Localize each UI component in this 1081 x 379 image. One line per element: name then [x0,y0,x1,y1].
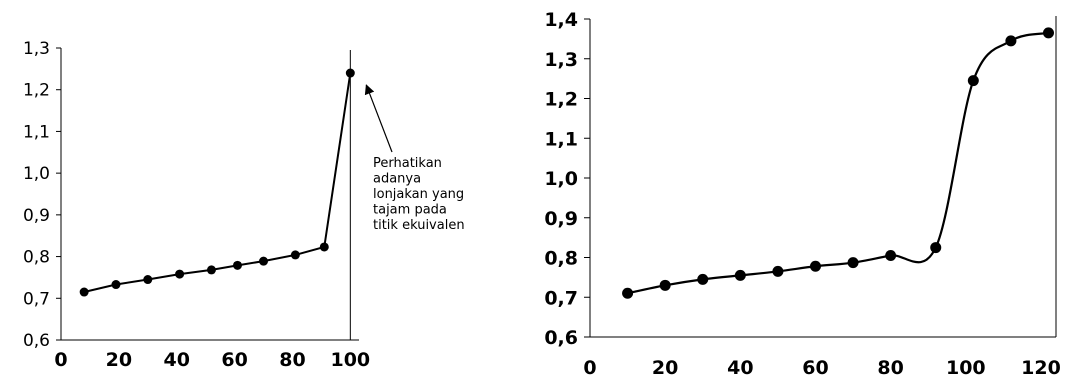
y-tick-label: 0,7 [23,289,50,309]
x-tick-label: 60 [221,349,247,371]
x-tick-label: 100 [330,349,370,371]
data-point [175,269,185,279]
data-point [697,273,709,285]
y-tick-label: 1,3 [23,39,50,59]
y-tick-label: 0,8 [23,248,50,268]
data-point [345,68,355,78]
data-point [1042,27,1054,39]
y-tick-label: 1,2 [23,81,50,101]
series-line [627,31,1049,295]
titration-chart-right: 0,6 0,7 0,8 0,9 1,0 1,1 1,2 1,3 1,4 0 20 40 60 80 100 1… [544,9,1060,379]
annotation-text-line: lonjakan yang [373,187,464,202]
data-point [622,287,634,299]
series-line [83,72,352,294]
y-tick-label: 1,3 [544,49,578,71]
data-point [1005,35,1017,47]
y-tick-label: 1,1 [23,122,50,142]
x-tick-label: 60 [802,357,828,379]
y-tick-label: 0,6 [23,331,50,351]
data-point [232,260,242,270]
x-tick-label: 0 [54,349,67,371]
y-tick-label: 1,4 [544,9,578,31]
data-point [319,242,329,252]
titration-chart-left: 0,6 0,7 0,8 0,9 1,0 1,1 1,2 1,3 0 20 40 60 80 100 Perh… [23,39,465,371]
y-tick-label: 1,1 [544,128,578,150]
annotation-text-line: adanya [373,172,421,187]
y-tick-label: 1,0 [23,164,50,184]
x-tick-label: 80 [877,357,903,379]
data-point [143,275,153,285]
y-tick-label: 0,9 [544,208,578,230]
data-point [79,287,89,297]
y-tick-label: 0,6 [544,327,578,349]
y-tick-label: 0,7 [544,287,578,309]
data-point [967,75,979,87]
annotation-text-line: tajam pada [373,203,447,218]
x-tick-label: 100 [946,357,986,379]
data-point [111,280,121,290]
data-point [259,256,269,266]
data-point [930,242,942,254]
annotation-text-line: titik ekuivalen [373,218,465,233]
x-tick-label: 20 [106,349,132,371]
y-tick-label: 1,2 [544,89,578,111]
x-tick-label: 40 [164,349,190,371]
x-tick-label: 20 [652,357,678,379]
x-tick-label: 120 [1021,357,1061,379]
data-point [772,265,784,277]
x-tick-label: 80 [279,349,305,371]
data-point [206,265,216,275]
y-tick-label: 0,9 [23,206,50,226]
data-point [734,269,746,281]
annotation-arrow [364,84,393,153]
data-point [290,250,300,260]
data-point [885,250,897,262]
data-point [847,257,859,269]
x-tick-label: 40 [727,357,753,379]
y-tick-label: 0,8 [544,248,578,270]
data-point [809,260,821,272]
y-tick-label: 1,0 [544,168,578,190]
data-point [659,279,671,291]
x-tick-label: 0 [583,357,596,379]
annotation-text-line: Perhatikan [373,156,442,171]
